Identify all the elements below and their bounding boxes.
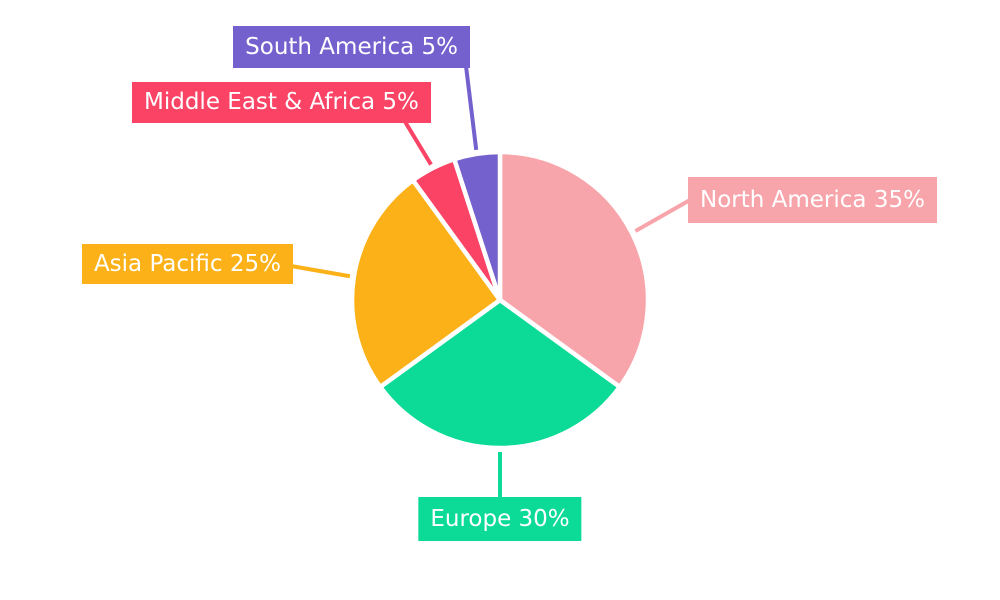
- label-asia-pacific: Asia Pacific 25%: [81, 244, 293, 284]
- leader-line-north-america: [634, 198, 691, 233]
- pie-slice-asia-pacific: [349, 178, 503, 390]
- pie-slice-south-america: [452, 149, 503, 303]
- label-europe: Europe 30%: [418, 497, 582, 541]
- pie-slice-north-america: [497, 149, 651, 390]
- label-middle-east-africa: Middle East & Africa 5%: [132, 82, 431, 123]
- leader-line-asia-pacific: [290, 264, 351, 279]
- pie-slice-europe: [378, 297, 622, 451]
- leader-line-middle-east-africa: [402, 118, 433, 166]
- leader-line-south-america: [464, 65, 479, 151]
- label-north-america: North America 35%: [688, 177, 937, 223]
- label-south-america: South America 5%: [233, 26, 470, 68]
